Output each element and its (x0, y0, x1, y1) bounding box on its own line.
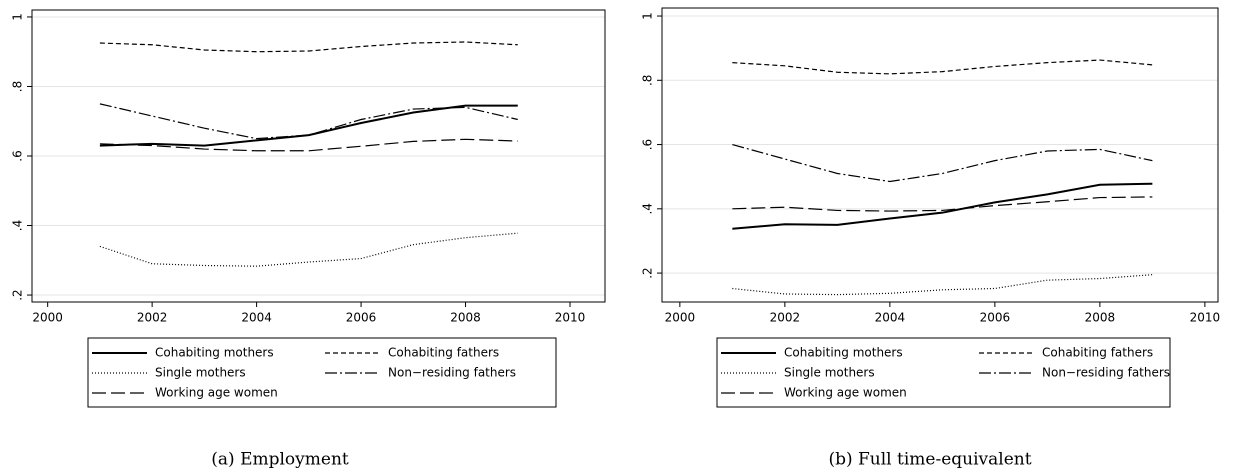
x-tick-label: 2008 (1085, 311, 1116, 325)
x-tick-label: 2008 (450, 311, 481, 325)
legend-label: Working age women (784, 386, 907, 400)
y-tick-label: .4 (641, 203, 655, 214)
x-tick-label: 2010 (555, 311, 586, 325)
legend-box (716, 337, 1171, 408)
y-tick-label: 1 (641, 12, 655, 20)
legend-box (87, 337, 557, 408)
caption: (a) Employment (211, 450, 349, 470)
x-tick-label: 2000 (32, 311, 63, 325)
legend-label: Single mothers (784, 366, 875, 380)
legend-label: Cohabiting fathers (1042, 346, 1153, 360)
legend-label: Cohabiting fathers (388, 346, 499, 360)
plot-frame (661, 7, 1219, 303)
x-tick-label: 2006 (980, 311, 1011, 325)
y-tick-label: .6 (11, 150, 25, 161)
series-line (99, 232, 518, 267)
x-tick-label: 2004 (875, 311, 906, 325)
x-tick-label: 2004 (241, 311, 272, 325)
x-tick-label: 2002 (137, 311, 168, 325)
legend-label: Non−residing fathers (388, 366, 516, 380)
chart: .2 .4 .6 .8 1 2000 2002 2004 2006 2008 2010 Cohabit… (11, 9, 606, 470)
y-tick-label: .8 (11, 81, 25, 92)
series-line (732, 196, 1153, 212)
chart: .2 .4 .6 .8 1 2000 2002 2004 2006 2008 2010 Cohabit… (641, 7, 1221, 470)
x-tick-label: 2000 (665, 311, 696, 325)
series-line (732, 143, 1153, 183)
legend-label: Cohabiting mothers (784, 346, 903, 360)
y-tick-label: .4 (11, 220, 25, 231)
x-tick-label: 2002 (770, 311, 801, 325)
series-line (732, 274, 1153, 296)
legend-label: Single mothers (155, 366, 246, 380)
series-line (732, 59, 1153, 75)
series-line (99, 41, 518, 53)
caption: (b) Full time-equivalent (828, 450, 1031, 470)
plot-frame (31, 9, 606, 303)
y-tick-label: .6 (641, 139, 655, 150)
legend-label: Working age women (155, 386, 278, 400)
legend-label: Cohabiting mothers (155, 346, 274, 360)
series-line (99, 103, 518, 140)
y-tick-label: .2 (11, 289, 25, 300)
series-line (732, 182, 1153, 230)
series-line (99, 138, 518, 152)
legend-label: Non−residing fathers (1042, 366, 1170, 380)
y-tick-label: .8 (641, 75, 655, 86)
x-tick-label: 2010 (1190, 311, 1221, 325)
y-tick-label: .2 (641, 267, 655, 278)
y-tick-label: 1 (11, 13, 25, 21)
x-tick-label: 2006 (346, 311, 377, 325)
